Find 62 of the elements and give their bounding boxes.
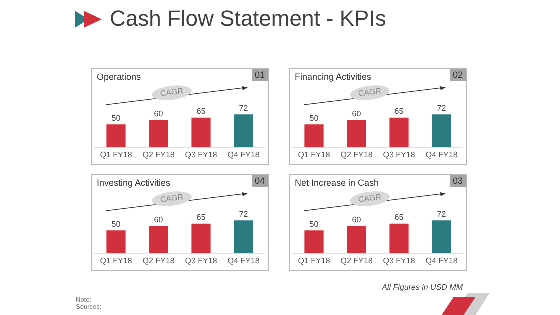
- x-tick-label: Q2 FY18: [142, 256, 176, 266]
- x-tick-label: Q1 FY18: [100, 150, 133, 160]
- text: CAGR: [151, 190, 193, 208]
- bar: [347, 120, 366, 148]
- bar: [234, 220, 254, 254]
- text: 01: [252, 69, 268, 81]
- text: CAGR: [349, 84, 391, 102]
- bar: [192, 118, 211, 148]
- chart-title: Financing Activities: [295, 72, 372, 82]
- bar: [390, 118, 409, 148]
- data-label: 65: [394, 213, 404, 222]
- text: 03: [450, 175, 466, 187]
- data-label: 50: [310, 220, 320, 229]
- x-tick-label: Q3 FY18: [383, 256, 416, 266]
- x-tick-label: Q1 FY18: [298, 256, 331, 266]
- text: 02: [450, 69, 466, 81]
- data-label: 72: [437, 210, 447, 219]
- bar: [304, 124, 324, 148]
- bar: [432, 220, 452, 254]
- data-label: 60: [154, 109, 164, 118]
- chart-title: Investing Activities: [97, 178, 171, 188]
- text: All Figures in USD MM: [382, 283, 463, 292]
- data-label: 65: [196, 213, 206, 222]
- text: 04: [252, 175, 268, 187]
- bar: [432, 114, 452, 148]
- bar: [192, 224, 211, 254]
- data-label: 72: [239, 104, 249, 113]
- bar: [390, 224, 409, 254]
- x-tick-label: Q3 FY18: [383, 150, 416, 160]
- data-label: 65: [394, 107, 404, 116]
- text: CAGR: [349, 190, 391, 208]
- x-tick-label: Q4 FY18: [228, 256, 260, 266]
- bar: [106, 124, 126, 148]
- chart-title: Operations: [97, 72, 142, 82]
- bar: [149, 226, 168, 254]
- data-label: 50: [112, 114, 122, 123]
- bar: [149, 120, 168, 148]
- data-label: 60: [154, 215, 164, 224]
- bar: [234, 114, 254, 148]
- data-label: 50: [112, 220, 122, 229]
- x-tick-label: Q4 FY18: [228, 150, 260, 160]
- bar: [347, 226, 366, 254]
- x-tick-label: Q3 FY18: [185, 256, 218, 266]
- data-label: 50: [310, 114, 320, 123]
- text: CAGR: [151, 84, 193, 102]
- x-tick-label: Q4 FY18: [426, 256, 458, 266]
- x-tick-label: Q4 FY18: [426, 150, 458, 160]
- bar: [106, 230, 126, 254]
- x-tick-label: Q2 FY18: [142, 150, 176, 160]
- x-tick-label: Q1 FY18: [298, 150, 331, 160]
- data-label: 60: [352, 109, 362, 118]
- bar: [304, 230, 324, 254]
- data-label: 72: [437, 104, 447, 113]
- text: Cash Flow Statement - KPIs: [110, 6, 386, 32]
- data-label: 65: [196, 107, 206, 116]
- data-label: 72: [239, 210, 249, 219]
- chart-title: Net Increase in Cash: [295, 178, 380, 188]
- x-tick-label: Q1 FY18: [100, 256, 133, 266]
- x-tick-label: Q2 FY18: [340, 256, 374, 266]
- data-label: 60: [352, 215, 362, 224]
- x-tick-label: Q2 FY18: [340, 150, 374, 160]
- x-tick-label: Q3 FY18: [185, 150, 218, 160]
